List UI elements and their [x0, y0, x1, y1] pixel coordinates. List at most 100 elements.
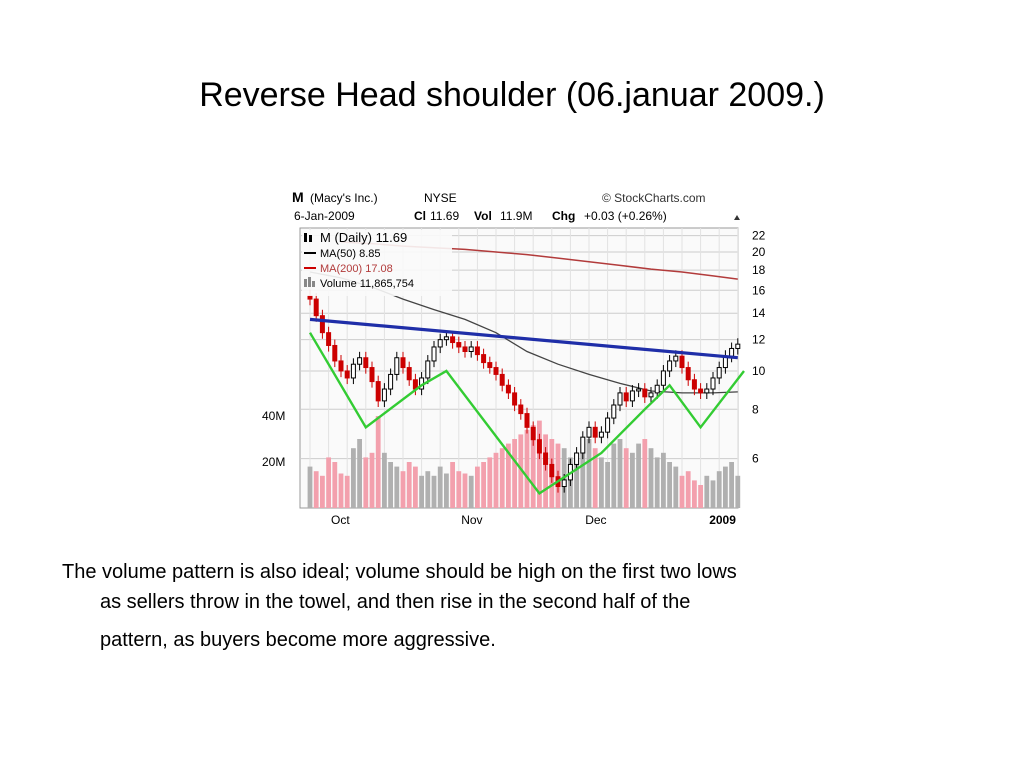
volume-bar [599, 457, 604, 508]
price-candle [586, 426, 592, 438]
volume-bar [425, 471, 431, 508]
volume-bar [723, 466, 728, 508]
price-candle [691, 379, 697, 390]
price-candle [307, 295, 313, 300]
volume-bar [313, 471, 319, 508]
volume-bar [704, 475, 710, 508]
volume-bar [375, 416, 381, 508]
legend-label: MA(50) 8.85 [320, 248, 381, 260]
chg-value: +0.03 (+0.26%) [584, 209, 667, 223]
volume-bar [344, 475, 350, 508]
volume-bar [512, 439, 517, 508]
volume-bar [382, 452, 387, 508]
volume-bar [332, 462, 338, 508]
price-candle [536, 439, 542, 454]
volume-bar [431, 475, 437, 508]
legend-swatch [309, 235, 312, 242]
x-tick-label: Oct [331, 513, 350, 527]
price-candle [598, 431, 604, 438]
y-tick-label: 12 [752, 333, 766, 347]
volume-bar [400, 471, 406, 508]
price-candle [667, 360, 673, 372]
price-candle [468, 346, 474, 353]
price-candle [493, 367, 499, 375]
price-candle [313, 298, 319, 317]
price-candle [443, 336, 449, 341]
legend-label: Volume 11,865,754 [320, 278, 414, 290]
volume-bar [307, 466, 313, 508]
price-candle [592, 426, 598, 438]
price-candle [642, 388, 648, 398]
legend-label: MA(200) 17.08 [320, 263, 393, 275]
volume-bar [692, 480, 697, 508]
chart-source: © StockCharts.com [602, 191, 706, 205]
volume-bar [468, 475, 474, 508]
price-candle [381, 388, 387, 402]
volume-bar [630, 452, 635, 508]
volume-bar [450, 462, 455, 508]
price-candle [716, 367, 722, 379]
price-candle [654, 384, 660, 394]
volume-bar [357, 439, 362, 508]
volume-bar [729, 462, 734, 508]
y-tick-label: 22 [752, 229, 766, 243]
price-candle [673, 355, 679, 362]
chart-symbol: M [292, 189, 304, 205]
volume-bar [493, 452, 499, 508]
volume-bar [667, 462, 672, 508]
body-line-3: pattern, as buyers become more aggressiv… [100, 629, 496, 651]
volume-bar [574, 452, 579, 508]
price-candle [611, 404, 617, 419]
volume-bar [617, 439, 623, 508]
price-candle [648, 392, 654, 398]
volume-bar [648, 448, 654, 508]
pattern-annotations [308, 317, 745, 496]
price-candle [437, 339, 443, 348]
volume-tick-label: 40M [262, 409, 285, 423]
price-candle [375, 381, 381, 402]
volume-bar [698, 485, 703, 508]
legend-label: M (Daily) 11.69 [320, 230, 407, 245]
chg-label: Chg [552, 209, 575, 223]
volume-bar [444, 473, 449, 508]
price-candle [481, 354, 487, 364]
price-candle [431, 346, 437, 362]
x-axis: Oct Nov Dec 2009 [331, 513, 736, 527]
volume-bar [419, 475, 424, 508]
price-candle [499, 373, 505, 386]
volume-bar [530, 425, 536, 508]
y-tick-label: 14 [752, 306, 766, 320]
price-candle [636, 388, 642, 392]
volume-bar [481, 462, 486, 508]
volume-bar [320, 475, 325, 508]
volume-bar [685, 471, 691, 508]
legend-swatch [304, 279, 307, 287]
volume-axis: 40M 20M [262, 409, 285, 469]
price-candle [524, 413, 530, 428]
price-candle [729, 347, 735, 357]
volume-bar [326, 457, 331, 508]
volume-bar [413, 466, 418, 508]
price-candle [617, 392, 623, 406]
price-candle [406, 367, 412, 381]
chart-date: 6-Jan-2009 [294, 209, 355, 223]
price-candle [580, 436, 586, 454]
y-tick-label: 18 [752, 263, 766, 277]
up-triangle-icon [734, 215, 740, 220]
price-candle [698, 388, 704, 394]
volume-bar [605, 462, 610, 508]
volume-bar [437, 466, 443, 508]
y-tick-label: 6 [752, 452, 759, 466]
body-text: The volume pattern is also ideal; volume… [62, 557, 962, 655]
body-line-1: The volume pattern is also ideal; volume… [62, 561, 737, 583]
vol-value: 11.9M [500, 209, 532, 223]
price-bars [307, 289, 741, 493]
price-candle [735, 343, 741, 349]
head-shoulders-outline [308, 332, 745, 496]
chart-header: M (Macy's Inc.) NYSE © StockCharts.com 6… [292, 189, 740, 223]
y-tick-label: 8 [752, 402, 759, 416]
price-candle [344, 370, 350, 379]
price-candle [505, 384, 511, 394]
price-axis: 22 20 18 16 14 12 10 8 6 [752, 229, 766, 466]
volume-bar [369, 452, 375, 508]
